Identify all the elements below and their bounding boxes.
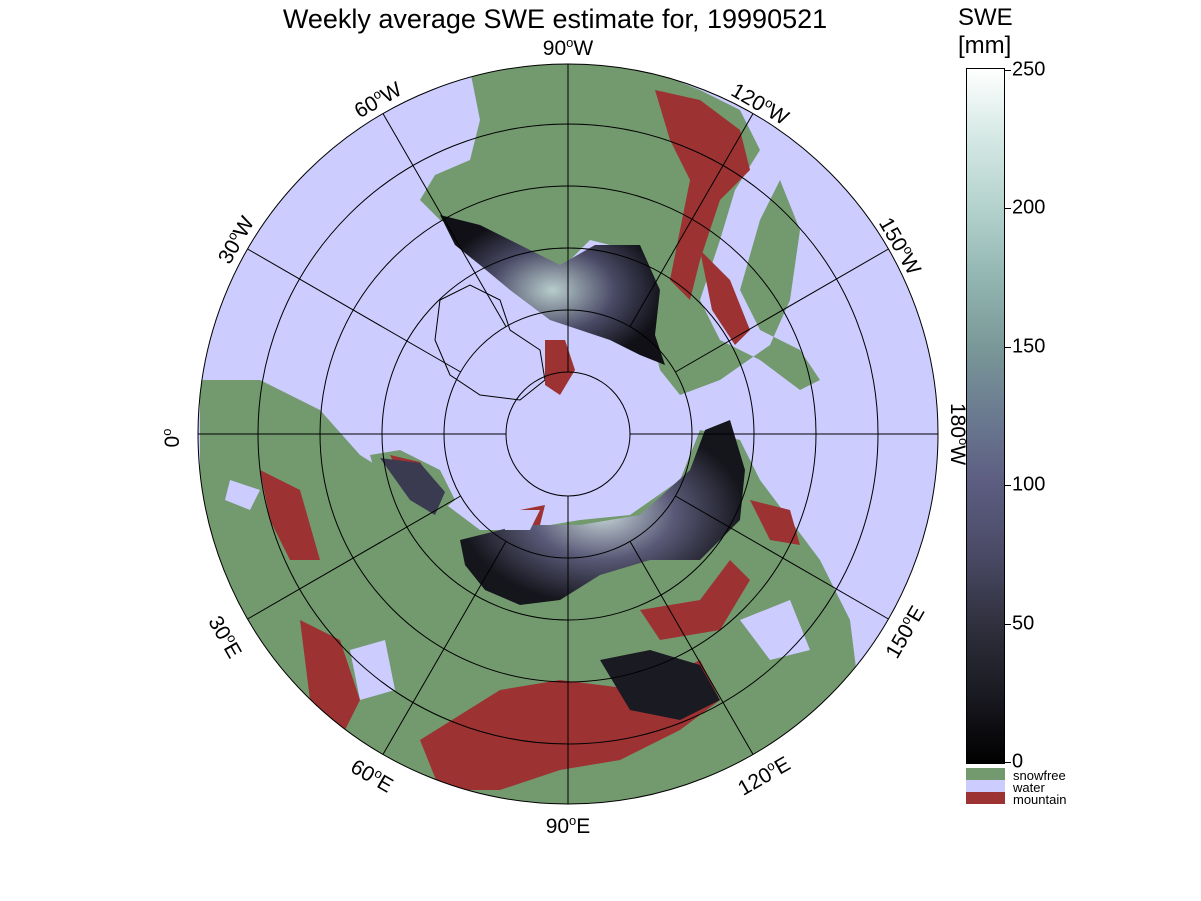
colorbar-title-line2: [mm]	[958, 32, 1012, 59]
meridian-line	[247, 248, 461, 373]
lon-label-0: 0o	[159, 428, 184, 448]
colorbar-tick-label: 200	[1012, 196, 1046, 219]
meridian-line	[382, 541, 507, 755]
lon-label-90e: 90oE	[545, 813, 591, 838]
colorbar-tick-mark	[1005, 485, 1011, 487]
legend-label-mountain: mountain	[1013, 792, 1067, 807]
colorbar-tick-mark	[1005, 208, 1011, 210]
inland-water	[225, 480, 810, 700]
legend-swatch-water	[966, 780, 1005, 792]
swe-colorbar	[966, 68, 1005, 764]
graticule	[198, 64, 938, 804]
meridian-line	[675, 248, 889, 373]
map-title: Weekly average SWE estimate for, 1999052…	[282, 4, 828, 34]
swe-asia-south	[600, 650, 720, 720]
legend-swatch-mountain	[966, 792, 1005, 804]
colorbar-tick-label: 250	[1012, 58, 1046, 81]
colorbar-tick-mark	[1005, 346, 1011, 348]
meridian-line	[629, 541, 754, 755]
colorbar-title-line1: SWE	[958, 4, 1013, 31]
swe-eurasia	[460, 420, 745, 605]
legend-swatch-snowfree	[966, 768, 1005, 780]
lon-label-90w: 90oW	[542, 35, 594, 60]
colorbar-tick-mark	[1005, 70, 1011, 71]
meridian-line	[382, 113, 507, 327]
swe-scandinavia	[380, 458, 445, 515]
legend-label-snowfree: snowfree	[1013, 768, 1066, 783]
colorbar-tick-label: 100	[1012, 473, 1046, 496]
colorbar-tick-mark	[1005, 623, 1011, 625]
meridian-line	[675, 495, 889, 620]
colorbar-tick-mark	[1005, 762, 1011, 763]
map-boundary	[197, 63, 939, 805]
colorbar-tick-label: 150	[1012, 335, 1046, 358]
colorbar-tick-label: 50	[1012, 612, 1035, 635]
colorbar-title: SWE [mm]	[958, 4, 1013, 60]
colorbar-tick-label: 0	[1012, 750, 1024, 773]
legend-label-water: water	[1013, 780, 1045, 795]
meridian-line	[629, 113, 754, 327]
meridian-line	[247, 495, 461, 620]
